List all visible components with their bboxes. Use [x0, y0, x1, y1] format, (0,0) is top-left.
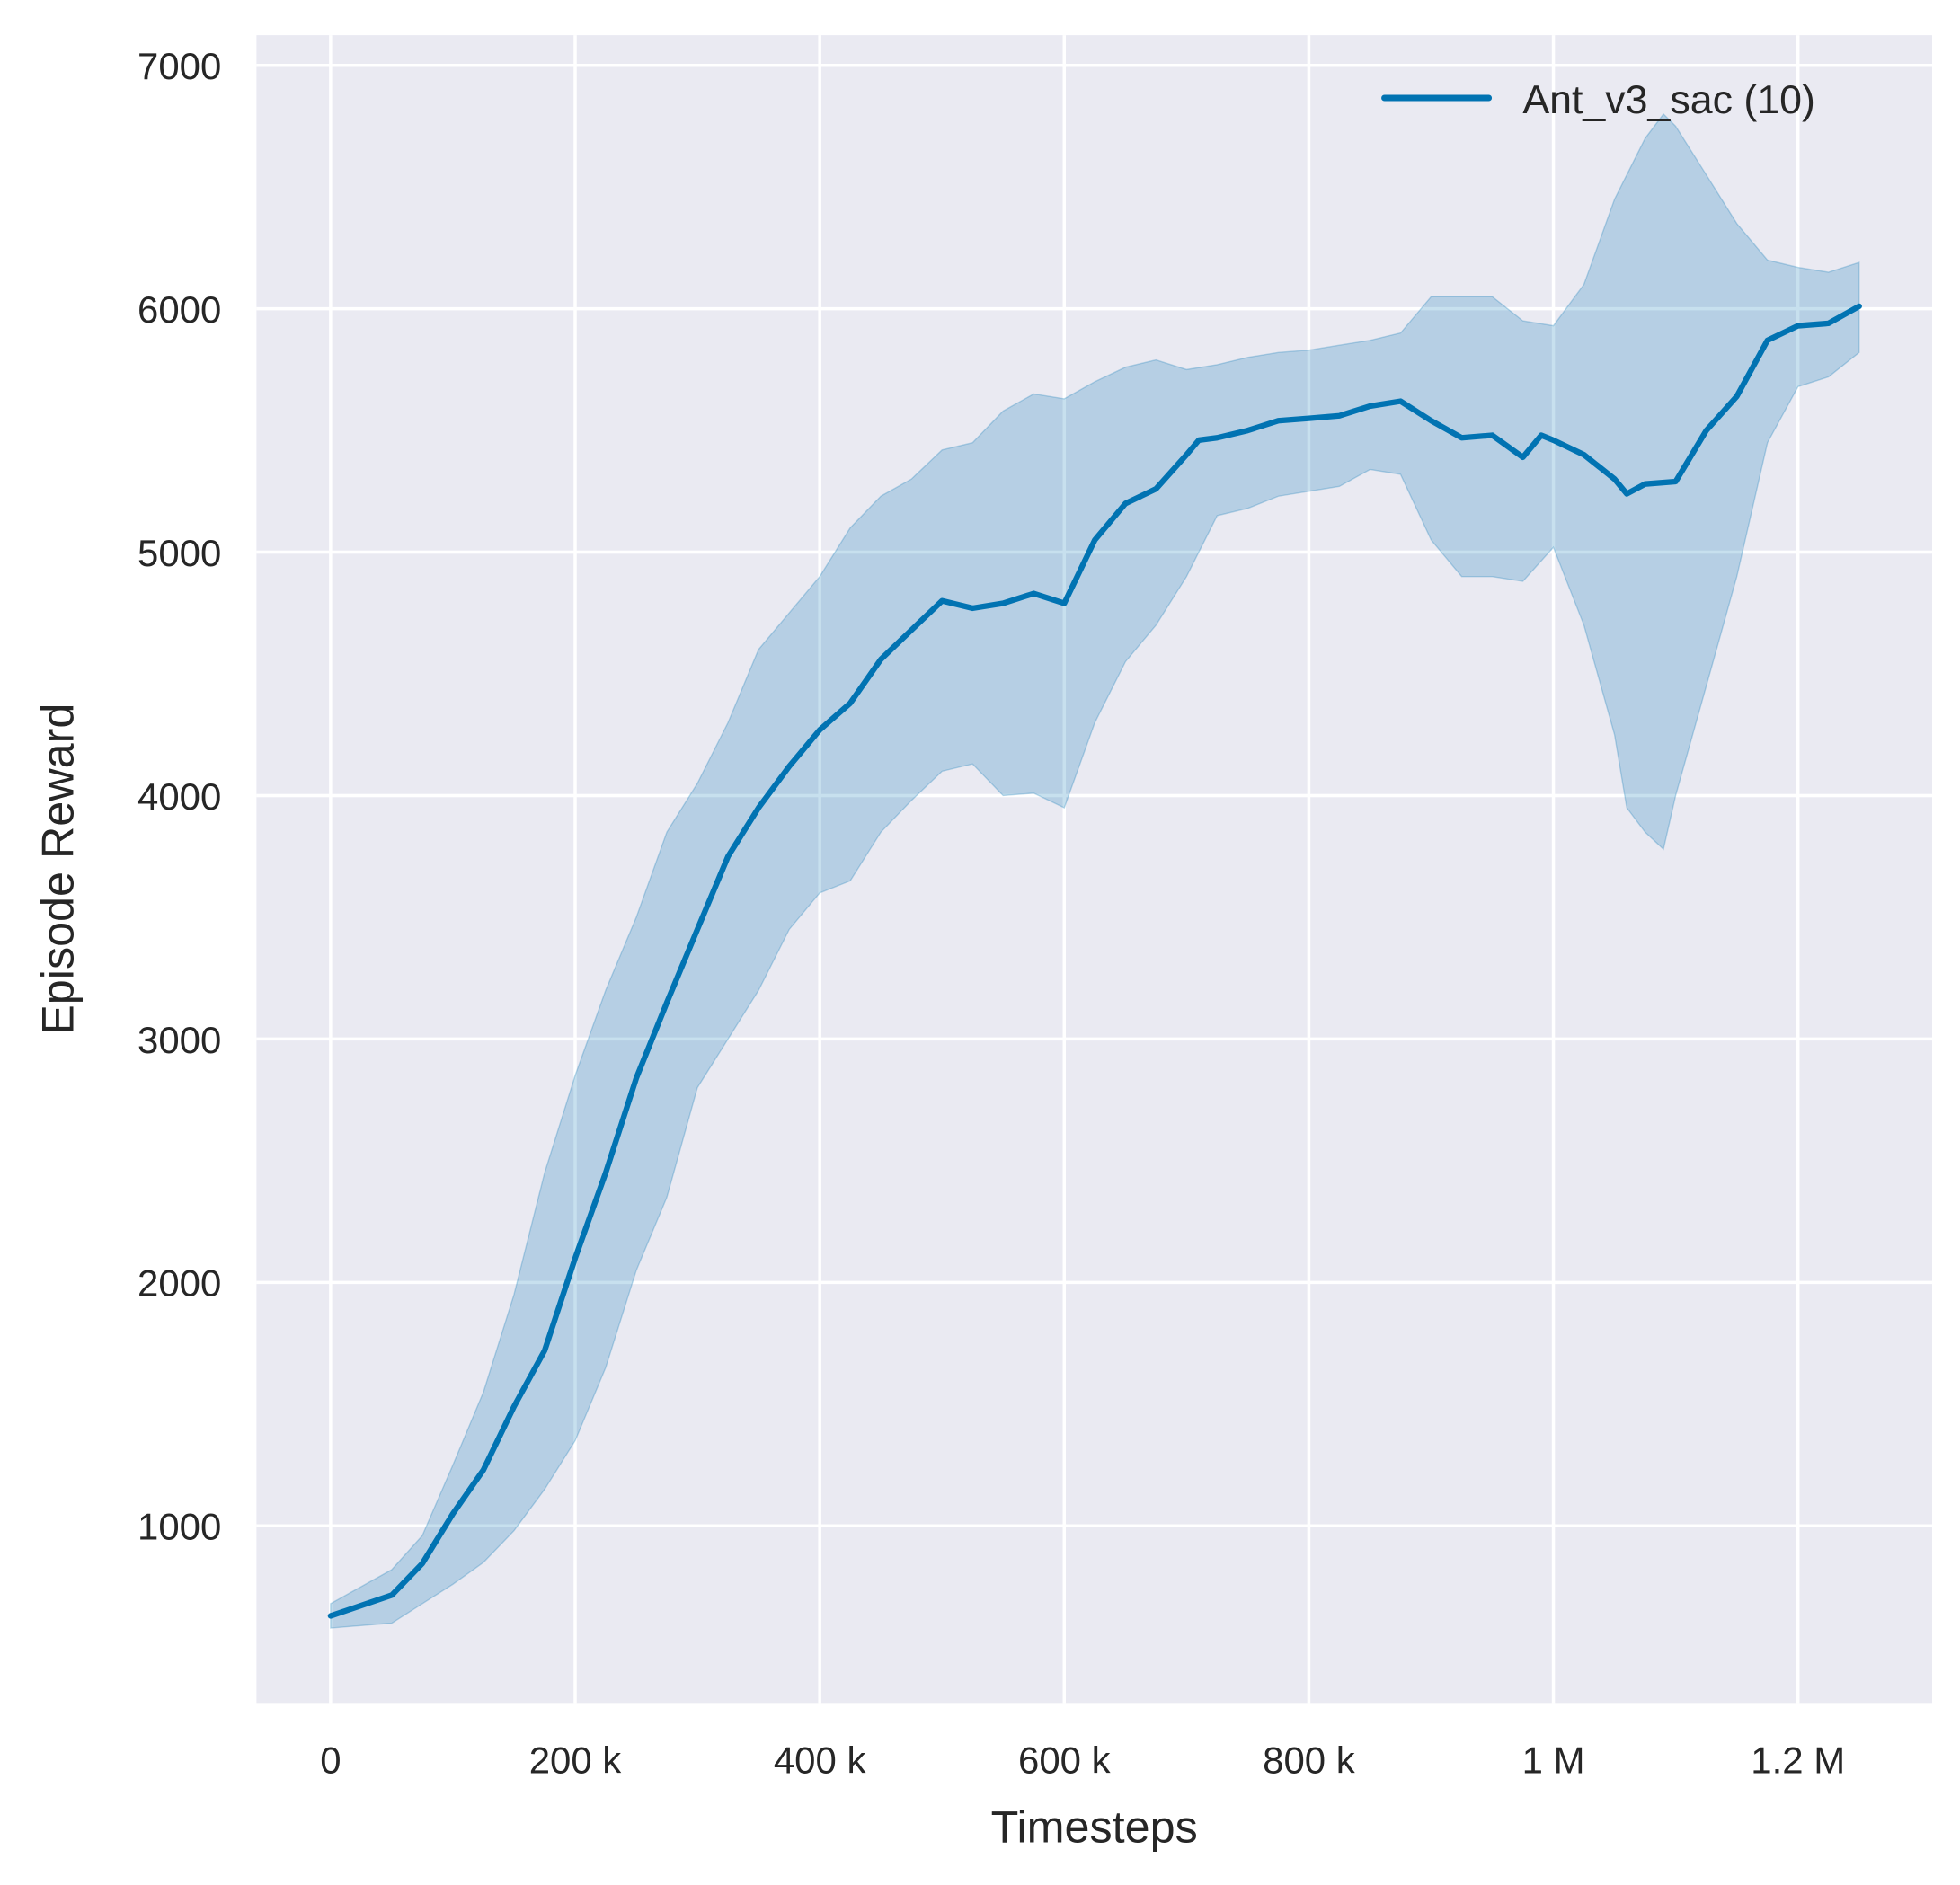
- x-tick-label: 400 k: [774, 1739, 867, 1782]
- plot-background: [256, 35, 1932, 1704]
- x-tick-label: 200 k: [529, 1739, 623, 1782]
- y-axis-label: Episode Reward: [31, 704, 83, 1035]
- x-tick-label: 0: [320, 1739, 341, 1782]
- y-tick-label: 4000: [137, 775, 221, 818]
- x-tick-labels: 0 200 k 400 k 600 k 800 k 1 M 1.2 M: [320, 1739, 1845, 1782]
- series-line: [327, 303, 1862, 1619]
- y-tick-labels: 1000 2000 3000 4000 5000 6000 7000: [137, 45, 221, 1548]
- y-tick-label: 6000: [137, 288, 221, 331]
- y-tick-label: 5000: [137, 532, 221, 574]
- y-tick-label: 7000: [137, 45, 221, 87]
- x-tick-label: 1 M: [1522, 1739, 1585, 1782]
- x-tick-label: 600 k: [1018, 1739, 1112, 1782]
- y-tick-label: 2000: [137, 1262, 221, 1305]
- legend: Ant_v3_sac (10): [1381, 78, 1815, 122]
- grid: [256, 35, 1932, 1704]
- y-tick-label: 3000: [137, 1019, 221, 1061]
- confidence-band: [330, 112, 1860, 1629]
- legend-label: Ant_v3_sac (10): [1522, 78, 1815, 122]
- x-tick-label: 800 k: [1263, 1739, 1356, 1782]
- x-tick-label: 1.2 M: [1751, 1739, 1845, 1782]
- x-axis-label: Timesteps: [991, 1801, 1198, 1852]
- y-tick-label: 1000: [137, 1506, 221, 1548]
